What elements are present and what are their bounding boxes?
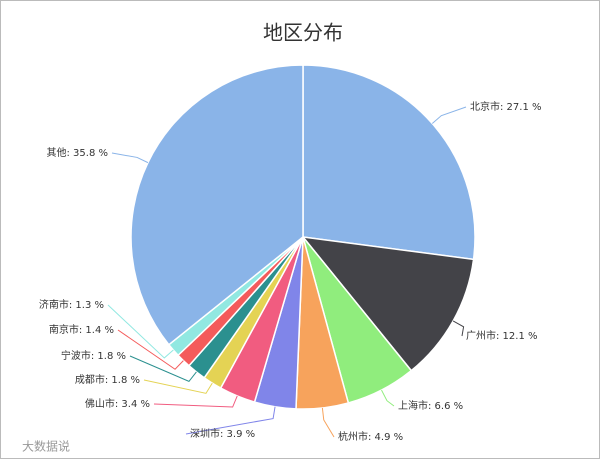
data-label: 济南市: 1.3 % <box>39 298 104 311</box>
leader-line <box>153 395 238 408</box>
data-label: 广州市: 12.1 % <box>466 329 538 342</box>
pie-slice <box>301 236 475 372</box>
pie-slice <box>302 64 476 261</box>
data-label: 其他: 35.8 % <box>47 146 109 159</box>
leader-line <box>431 106 467 124</box>
data-label: 佛山市: 3.4 % <box>85 397 150 410</box>
data-label: 北京市: 27.1 % <box>470 100 542 113</box>
leader-line <box>381 389 395 407</box>
leader-line <box>452 320 465 337</box>
data-label: 上海市: 6.6 % <box>398 399 463 412</box>
watermark: 大数据说 <box>22 439 70 454</box>
data-label: 宁波市: 1.8 % <box>61 349 126 362</box>
leader-line <box>117 329 184 370</box>
leader-line <box>321 407 335 438</box>
leader-line <box>111 152 149 164</box>
leader-line <box>107 304 174 359</box>
leader-line <box>143 379 213 394</box>
chart-title: 地区分布 <box>263 21 343 45</box>
leader-line <box>129 355 197 383</box>
data-label: 杭州市: 4.9 % <box>338 430 403 443</box>
data-label: 南京市: 1.4 % <box>49 323 114 336</box>
leader-line <box>185 406 276 435</box>
data-label: 深圳市: 3.9 % <box>190 427 255 440</box>
data-label: 成都市: 1.8 % <box>75 373 140 386</box>
